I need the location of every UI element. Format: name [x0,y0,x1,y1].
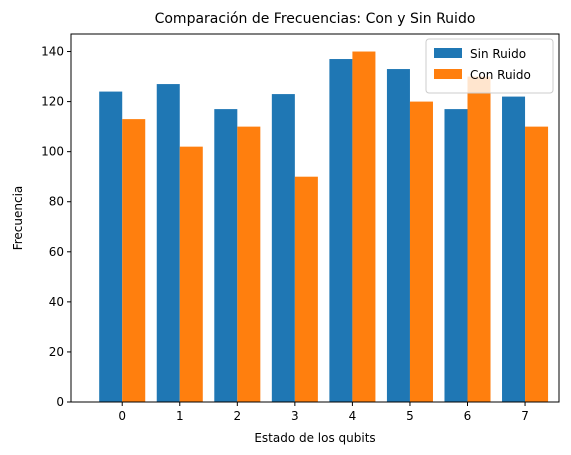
bar-sin-ruido-2 [214,109,238,402]
bar-sin-ruido-5 [386,69,410,403]
bar-con-ruido-0 [122,119,146,402]
legend: Sin Ruido Con Ruido [425,38,554,94]
y-tick-label-20: 20 [49,345,64,359]
bar-con-ruido-2 [237,126,261,402]
legend-swatch-sin-ruido [434,48,462,58]
legend-entry-con-ruido: Con Ruido [434,68,531,82]
bar-con-ruido-7 [525,126,549,402]
x-tick-label-5: 5 [406,409,414,423]
x-tick-label-3: 3 [291,409,299,423]
x-tick-label-2: 2 [233,409,241,423]
bar-con-ruido-4 [352,51,376,403]
y-tick-label-140: 140 [41,45,64,59]
y-tick-label-0: 0 [56,395,64,409]
bar-sin-ruido-3 [271,94,295,402]
bar-sin-ruido-1 [156,84,180,402]
bar-con-ruido-5 [409,101,433,403]
y-axis-ticks: 0 20 40 60 80 100 120 140 [41,45,71,409]
y-tick-label-120: 120 [41,95,64,109]
chart-title: Comparación de Frecuencias: Con y Sin Ru… [155,11,476,27]
plot-frame [70,33,560,403]
y-tick-label-40: 40 [49,295,64,309]
bar-sin-ruido-7 [502,96,526,403]
bar-sin-ruido-0 [99,91,123,402]
bar-con-ruido-6 [467,76,491,402]
x-tick-label-4: 4 [349,409,357,423]
bar-con-ruido-3 [294,176,318,402]
x-tick-label-0: 0 [118,409,126,423]
bar-sin-ruido-4 [329,59,353,403]
x-axis-label: Estado de los qubits [254,431,375,445]
y-tick-label-80: 80 [49,195,64,209]
x-tick-label-6: 6 [464,409,472,423]
legend-label-con-ruido: Con Ruido [470,68,531,82]
legend-label-sin-ruido: Sin Ruido [470,47,526,61]
x-axis-ticks: 0 1 2 3 4 5 6 7 [118,402,529,423]
bar-con-ruido-1 [179,146,203,402]
x-tick-label-7: 7 [521,409,529,423]
x-tick-label-1: 1 [176,409,184,423]
legend-swatch-con-ruido [434,69,462,79]
bar-sin-ruido-6 [444,109,468,402]
y-axis-label: Frecuencia [11,186,25,251]
y-tick-label-60: 60 [49,245,64,259]
y-tick-label-100: 100 [41,145,64,159]
legend-entry-sin-ruido: Sin Ruido [434,47,526,61]
bars-layer [99,51,549,403]
